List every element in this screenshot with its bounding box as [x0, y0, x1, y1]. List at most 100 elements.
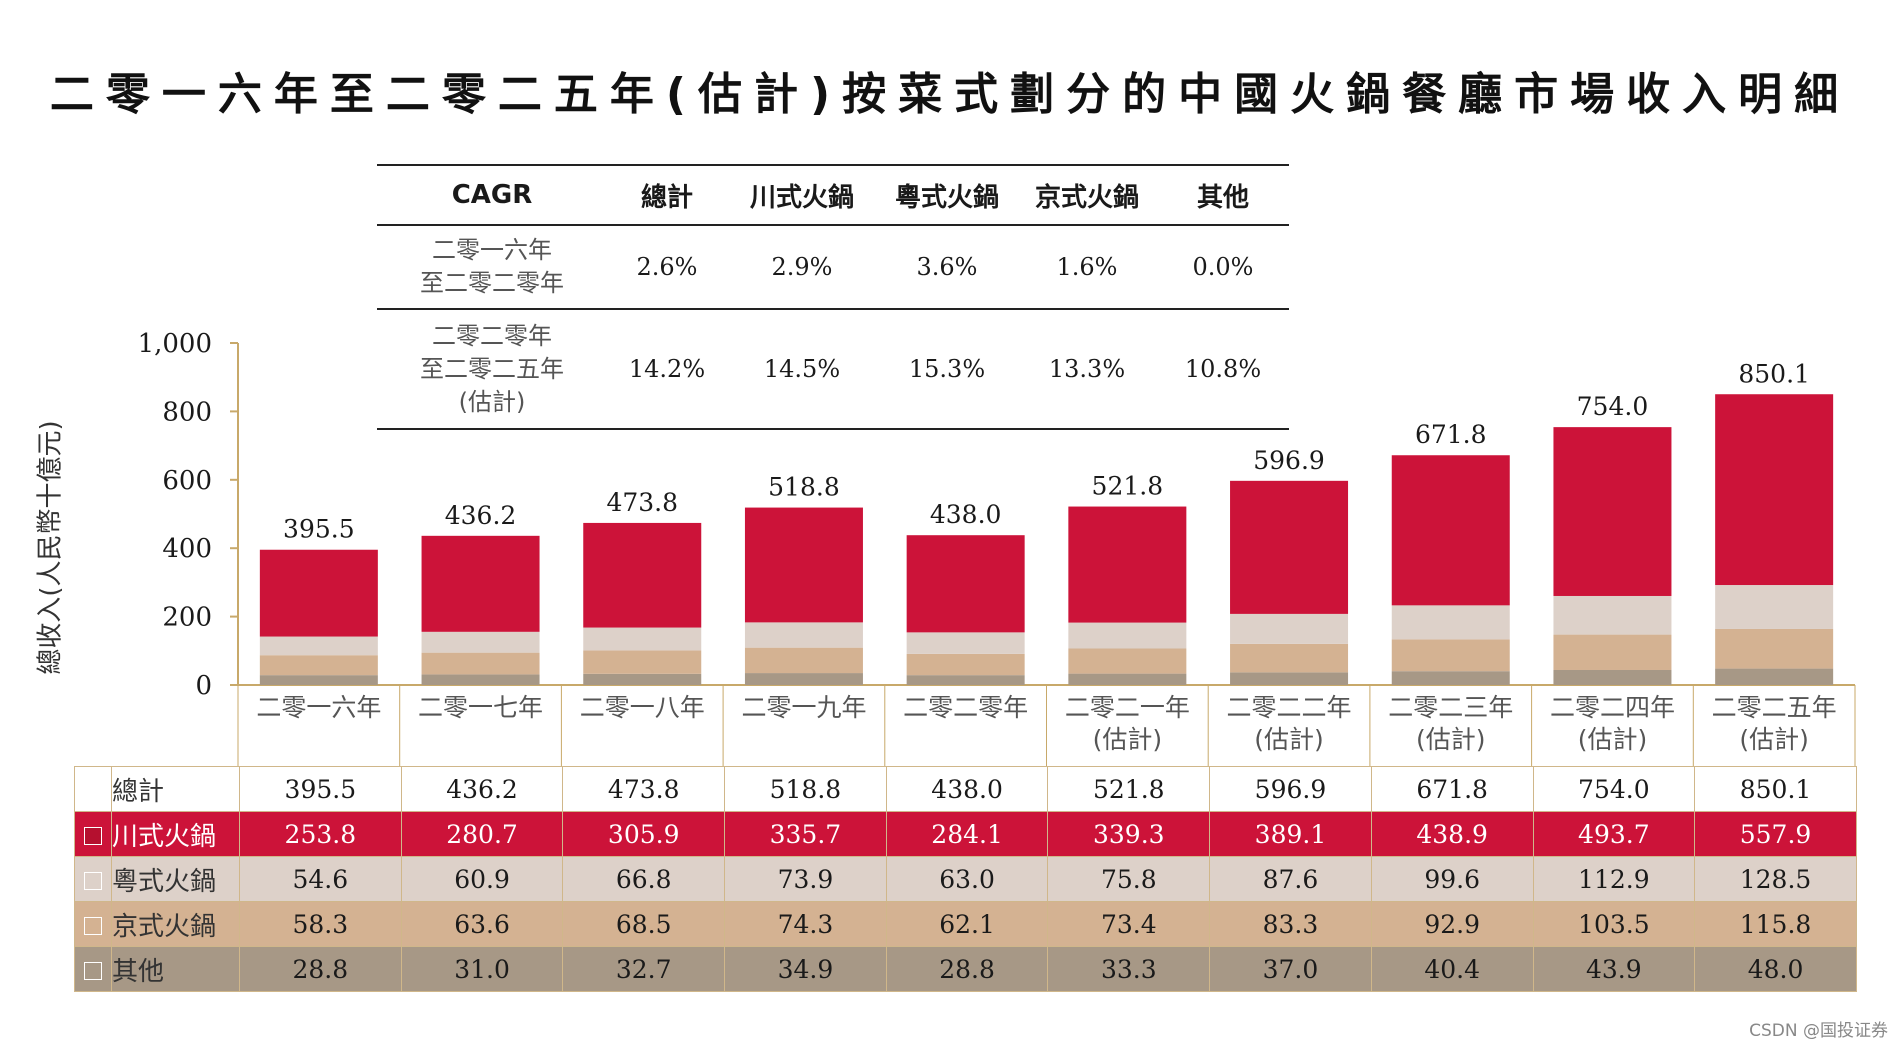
bar-segment-cantonese — [1230, 613, 1349, 644]
table-cell-value: 339.3 — [1047, 811, 1211, 857]
bar-total-label: 395.5 — [283, 515, 355, 544]
cagr-header-row: CAGR 總計 川式火鍋 粵式火鍋 京式火鍋 其他 — [377, 164, 1289, 226]
table-row-beijing: 京式火鍋 58.3 63.6 68.5 74.3 62.1 73.4 83.3 92.9 103.… — [74, 901, 1857, 947]
bar-segment-sichuan — [583, 522, 702, 628]
table-row-label: 京式火鍋 — [111, 901, 240, 947]
x-tick-label: 二零一七年 — [418, 693, 543, 722]
table-cell-value: 438.9 — [1370, 811, 1534, 857]
bar-segment-sichuan — [1230, 480, 1349, 614]
cagr-value: 1.6% — [1017, 225, 1157, 310]
bar-total-label: 473.8 — [606, 488, 678, 517]
bar-segment-cantonese — [259, 636, 378, 656]
bar-segment-cantonese — [583, 627, 702, 651]
bar-segment-other — [583, 673, 702, 685]
legend-swatch-cell — [74, 946, 112, 992]
cagr-row-label: 二零一六年 至二零二零年 — [377, 225, 607, 310]
table-cell-value: 62.1 — [885, 901, 1049, 947]
cagr-row: 二零一六年 至二零二零年 2.6% 2.9% 3.6% 1.6% 0.0% — [377, 225, 1289, 310]
table-cell-value: 28.8 — [885, 946, 1049, 992]
cagr-header: 其他 — [1157, 164, 1289, 226]
bar-segment-cantonese — [1715, 585, 1834, 629]
bar-segment-other — [421, 674, 540, 685]
bar-segment-beijing — [259, 655, 378, 676]
bar-segment-sichuan — [421, 535, 540, 632]
table-row-sichuan: 川式火鍋 253.8 280.7 305.9 335.7 284.1 339.3 389.1 4… — [74, 811, 1857, 857]
table-cell-value: 596.9 — [1209, 766, 1372, 812]
table-cell-value: 48.0 — [1694, 946, 1857, 992]
table-cell-value: 99.6 — [1370, 856, 1534, 902]
bar-segment-other — [1715, 668, 1834, 685]
table-cell-value: 54.6 — [239, 856, 402, 902]
x-tick-label-sub: (估計) — [1739, 725, 1809, 754]
table-cell-value: 40.4 — [1370, 946, 1534, 992]
bar-segment-sichuan — [1715, 394, 1834, 586]
y-tick-label: 600 — [162, 466, 212, 496]
bar-segment-beijing — [1068, 648, 1187, 674]
bar-segment-sichuan — [259, 549, 378, 637]
bar-segment-beijing — [1391, 639, 1510, 672]
legend-swatch-cell — [74, 856, 112, 902]
y-tick-label: 400 — [162, 534, 212, 564]
bar-segment-other — [906, 675, 1025, 685]
table-cell-value: 518.8 — [724, 766, 887, 812]
x-tick-label-sub: (估計) — [1093, 725, 1163, 754]
legend-swatch-cell — [74, 811, 112, 857]
cagr-header: 川式火鍋 — [727, 164, 877, 226]
table-cell-value: 83.3 — [1209, 901, 1372, 947]
cagr-row-label: 二零二零年 至二零二五年 (估計) — [377, 309, 607, 430]
table-row-label: 其他 — [111, 946, 240, 992]
bar-segment-beijing — [744, 647, 863, 674]
bar-segment-beijing — [906, 653, 1025, 676]
bar-segment-other — [1068, 673, 1187, 685]
x-tick-label: 二零二四年 — [1550, 693, 1675, 722]
table-cell-value: 305.9 — [562, 811, 726, 857]
bar-segment-other — [744, 673, 863, 685]
table-cell-value: 34.9 — [724, 946, 887, 992]
bar-segment-sichuan — [1068, 506, 1187, 623]
table-cell-value: 557.9 — [1694, 811, 1857, 857]
bar-segment-cantonese — [744, 622, 863, 648]
data-table: 總計 395.5 436.2 473.8 518.8 438.0 521.8 596.9 671… — [74, 766, 1857, 992]
table-cell-value: 115.8 — [1694, 901, 1857, 947]
cagr-value: 10.8% — [1157, 309, 1289, 430]
x-tick-label-sub: (估計) — [1254, 725, 1324, 754]
bar-segment-cantonese — [1391, 605, 1510, 640]
cagr-table: CAGR 總計 川式火鍋 粵式火鍋 京式火鍋 其他 二零一六年 至二零二零年 2… — [377, 164, 1289, 430]
table-cell-value: 87.6 — [1209, 856, 1372, 902]
table-cell-value: 521.8 — [1047, 766, 1211, 812]
bar-total-label: 436.2 — [445, 501, 517, 530]
bar-segment-cantonese — [1068, 622, 1187, 649]
cagr-header: 粵式火鍋 — [877, 164, 1017, 226]
x-tick-label: 二零二零年 — [903, 693, 1028, 722]
bar-total-label: 671.8 — [1415, 420, 1487, 449]
bar-segment-beijing — [1230, 643, 1349, 673]
bar-total-label: 438.0 — [930, 500, 1002, 529]
y-tick-label: 1,000 — [138, 329, 212, 359]
cagr-value: 13.3% — [1017, 309, 1157, 430]
legend-swatch-cell — [74, 901, 112, 947]
bar-segment-sichuan — [1391, 455, 1510, 606]
x-tick-label: 二零一八年 — [580, 693, 705, 722]
x-tick-label-sub: (估計) — [1578, 725, 1648, 754]
table-cell-value: 28.8 — [239, 946, 402, 992]
bar-total-label: 850.1 — [1738, 359, 1810, 388]
table-cell-value: 68.5 — [562, 901, 726, 947]
cagr-value: 14.5% — [727, 309, 877, 430]
table-cell-value: 850.1 — [1694, 766, 1857, 812]
table-cell-value: 389.1 — [1209, 811, 1372, 857]
bar-segment-other — [1230, 672, 1349, 685]
bar-segment-other — [1391, 671, 1510, 685]
legend-swatch-other — [84, 962, 102, 980]
table-row-cantonese: 粵式火鍋 54.6 60.9 66.8 73.9 63.0 75.8 87.6 99.6 112.… — [74, 856, 1857, 902]
y-tick-label: 200 — [162, 603, 212, 633]
bar-total-label: 518.8 — [768, 473, 840, 502]
table-cell-value: 112.9 — [1532, 856, 1696, 902]
table-cell-value: 66.8 — [562, 856, 726, 902]
bar-segment-cantonese — [906, 632, 1025, 654]
table-cell-value: 73.9 — [724, 856, 887, 902]
table-cell-value: 74.3 — [724, 901, 887, 947]
table-cell-value: 33.3 — [1047, 946, 1211, 992]
table-cell-value: 92.9 — [1370, 901, 1534, 947]
table-cell-value: 32.7 — [562, 946, 726, 992]
